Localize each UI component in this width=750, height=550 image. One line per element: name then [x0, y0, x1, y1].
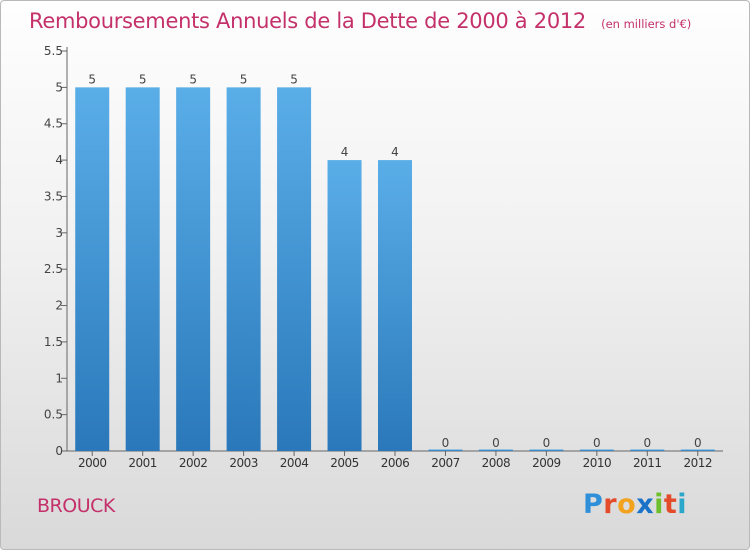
x-tick-label: 2004 [280, 456, 309, 470]
bar [529, 449, 564, 451]
x-tick-label: 2001 [128, 456, 157, 470]
logo-letter: t [663, 489, 678, 520]
bar [327, 160, 362, 451]
data-label: 0 [694, 436, 702, 450]
y-tick-label: 4 [55, 153, 63, 167]
bar [75, 87, 110, 451]
bar [226, 87, 261, 451]
y-tick-label: 3 [55, 226, 63, 240]
data-label: 5 [189, 72, 197, 86]
axes: 0 0.5 1 1.5 2 2.5 3 3.5 4 4.5 5 5.5 2000 2001 2002 2003… [44, 44, 723, 470]
y-tick-label: 1 [55, 371, 63, 385]
y-tick-label: 3.5 [44, 189, 63, 203]
y-tick-label: 0 [55, 444, 63, 458]
data-label: 0 [492, 436, 500, 450]
bar [125, 87, 160, 451]
chart-title: Remboursements Annuels de la Dette de 20… [29, 9, 586, 33]
data-label: 5 [88, 72, 96, 86]
data-label: 4 [391, 145, 399, 159]
x-tick-label: 2005 [330, 456, 359, 470]
bar [428, 449, 463, 451]
y-tick-label: 5.5 [44, 44, 63, 58]
data-label: 0 [643, 436, 651, 450]
x-tick-label: 2003 [229, 456, 258, 470]
y-tick-label: 4.5 [44, 117, 63, 131]
bar [176, 87, 211, 451]
proxiti-logo: Proxiti [583, 489, 687, 520]
bar [579, 449, 614, 451]
chart-unit: (en milliers d'€) [601, 17, 692, 31]
commune-name: BROUCK [37, 495, 115, 517]
x-tick-label: 2008 [482, 456, 511, 470]
x-tick-label: 2012 [683, 456, 712, 470]
y-tick-label: 2.5 [44, 262, 63, 276]
data-label: 4 [341, 145, 349, 159]
y-tick-label: 0.5 [44, 408, 63, 422]
x-tick-label: 2009 [532, 456, 561, 470]
data-label: 5 [139, 72, 147, 86]
data-label: 5 [290, 72, 298, 86]
logo-letter: i [677, 489, 688, 520]
y-tick-label: 5 [55, 80, 63, 94]
data-label: 0 [543, 436, 551, 450]
x-tick-label: 2010 [583, 456, 612, 470]
bar [630, 449, 665, 451]
logo-letter: r [603, 489, 618, 520]
logo-letter: o [617, 489, 637, 520]
y-tick-label: 2 [55, 299, 63, 313]
logo-letter: i [654, 489, 664, 520]
x-tick-label: 2006 [381, 456, 410, 470]
x-tick-label: 2000 [78, 456, 107, 470]
chart-title-row: Remboursements Annuels de la Dette de 20… [29, 9, 691, 33]
bars [75, 87, 715, 451]
y-tick-label: 1.5 [44, 335, 63, 349]
data-labels: 5 5 5 5 5 4 4 0 0 0 0 0 0 [88, 72, 701, 450]
x-tick-label: 2002 [179, 456, 208, 470]
logo-letter: x [636, 489, 655, 520]
data-label: 5 [240, 72, 248, 86]
bar [478, 449, 513, 451]
bar [277, 87, 312, 451]
bar [680, 449, 715, 451]
x-tick-label: 2007 [431, 456, 460, 470]
bar [378, 160, 412, 451]
data-label: 0 [593, 436, 601, 450]
logo-letter: P [583, 489, 604, 520]
x-tick-label: 2011 [633, 456, 662, 470]
data-label: 0 [442, 436, 450, 450]
